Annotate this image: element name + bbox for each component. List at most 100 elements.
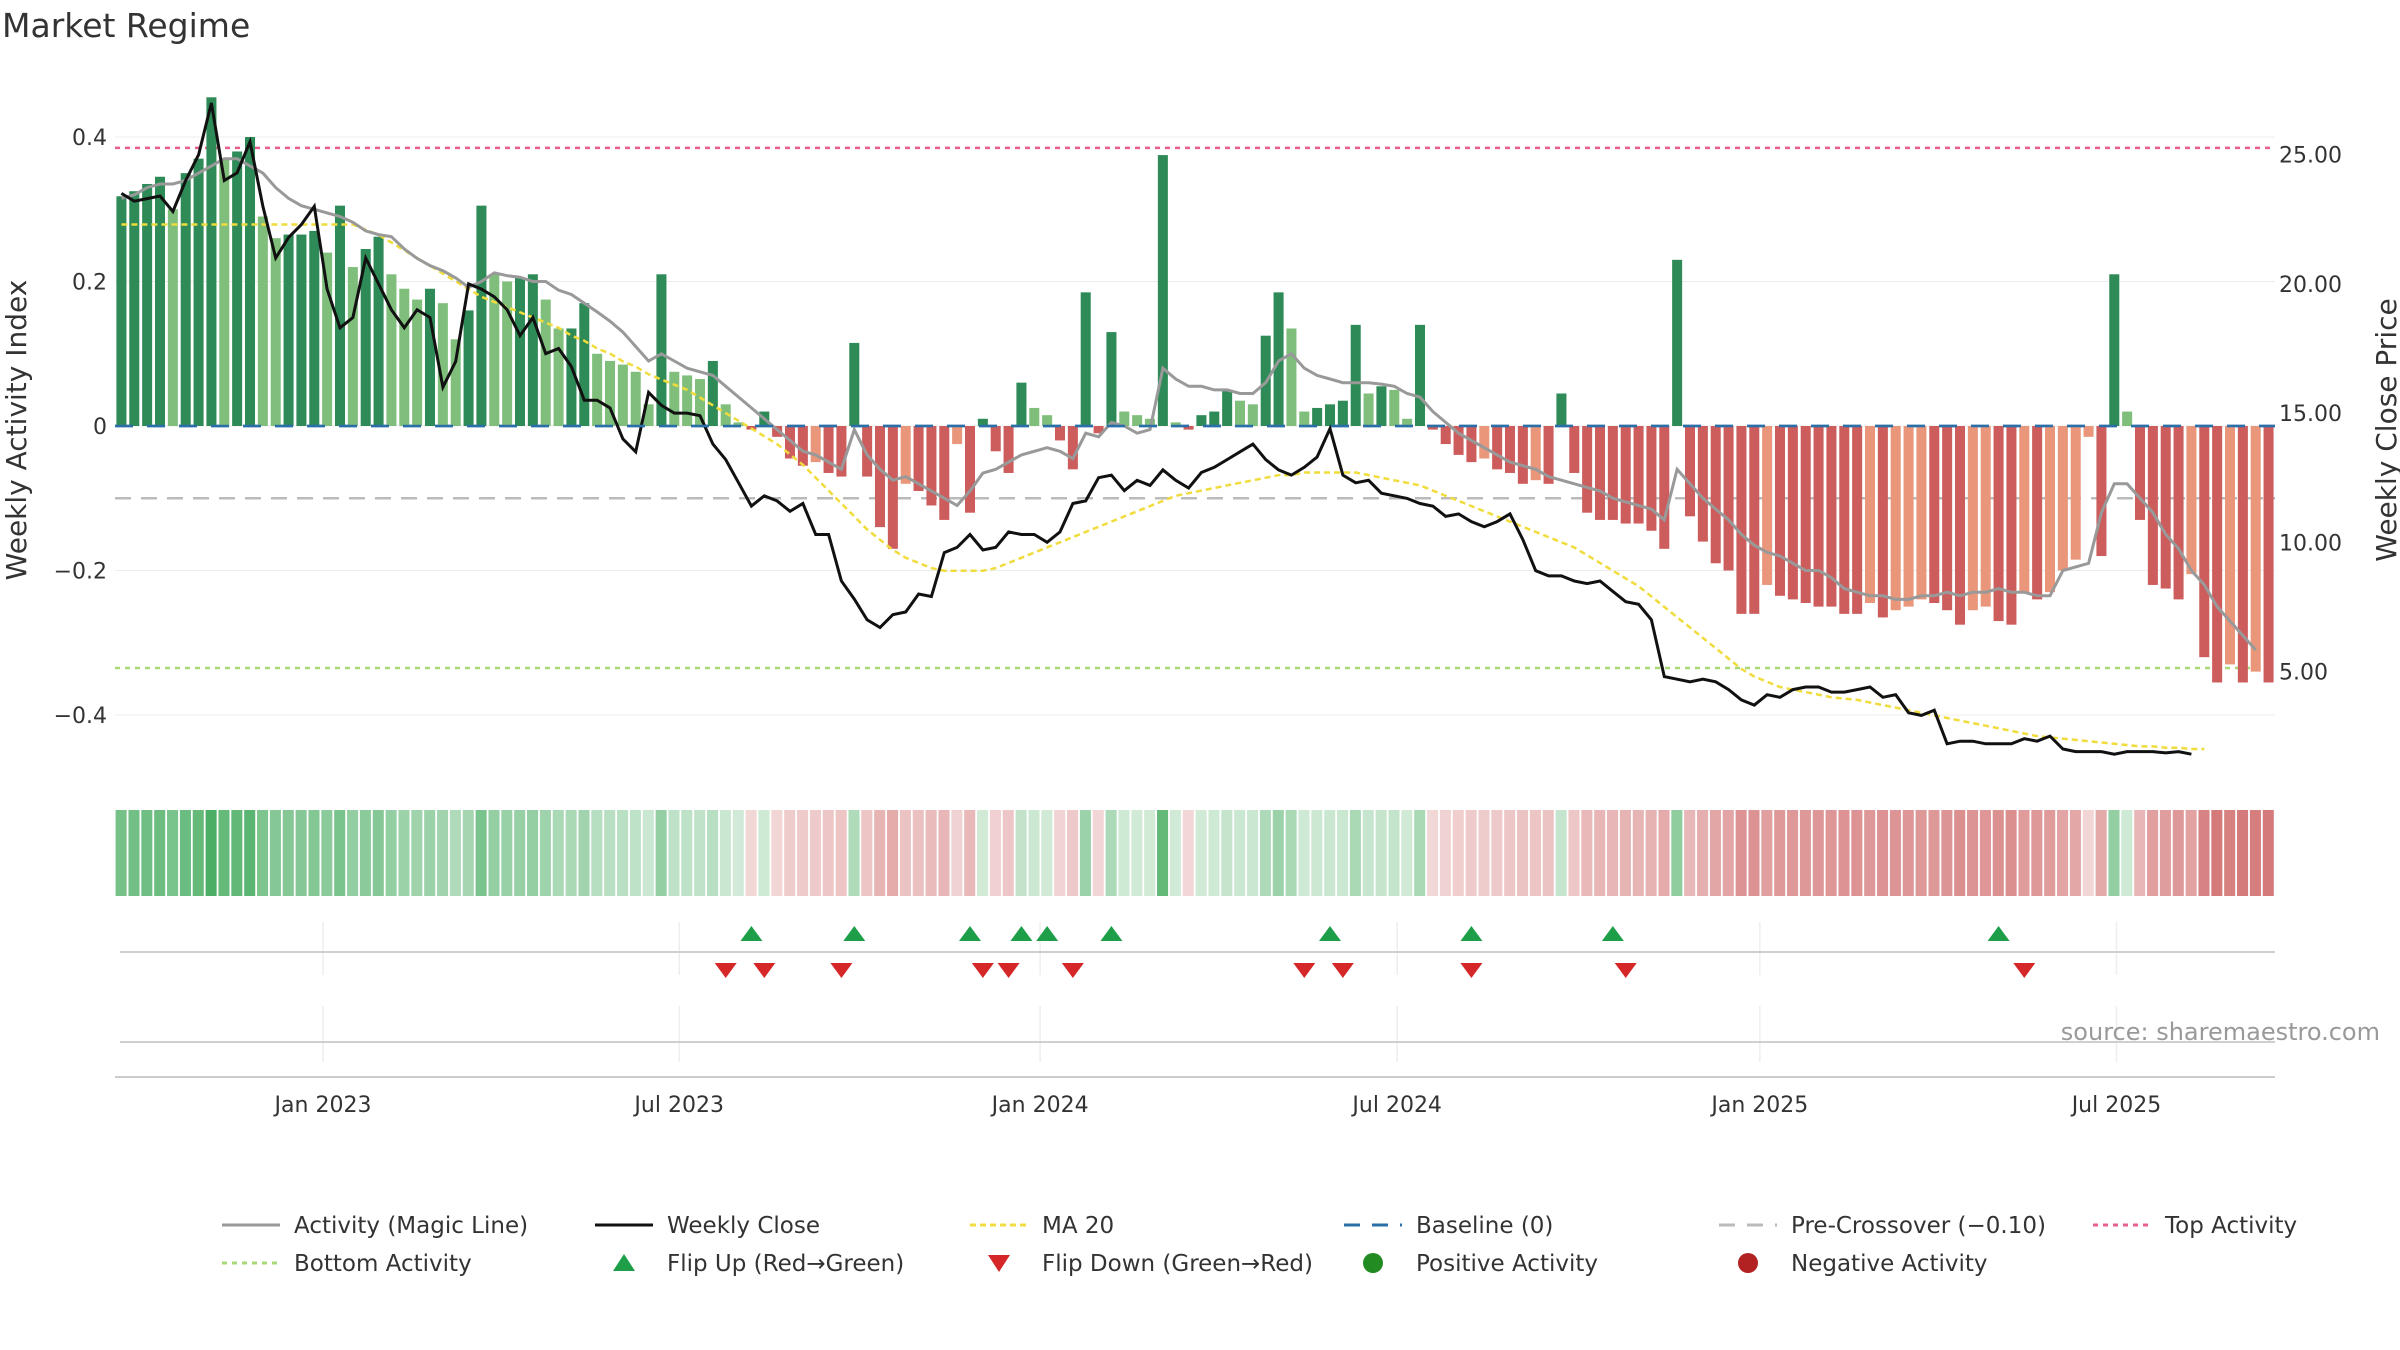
regime-cell (1105, 810, 1117, 896)
regime-cell (694, 810, 706, 896)
legend-swatch (1363, 1253, 1383, 1273)
regime-cell (231, 810, 243, 896)
activity-bar (1054, 426, 1066, 441)
activity-bar (1877, 426, 1888, 618)
flip-down-marker (753, 963, 776, 978)
regime-cell (2172, 810, 2184, 896)
regime-cell (321, 810, 333, 896)
activity-bar (1993, 426, 2004, 622)
regime-cell (1697, 810, 1709, 896)
activity-bar (926, 426, 937, 506)
activity-bar (1299, 411, 1310, 426)
activity-bar (553, 328, 564, 426)
activity-bar (1903, 426, 1914, 607)
regime-cell (115, 810, 127, 896)
regime-cell (1684, 810, 1696, 896)
activity-bar (1402, 418, 1413, 426)
regime-cell (1542, 810, 1554, 896)
activity-bar (450, 339, 461, 426)
activity-bar (2263, 426, 2274, 683)
activity-bar (1093, 426, 1104, 434)
activity-bar (1119, 411, 1130, 426)
regime-cell (732, 810, 744, 896)
regime-cell (449, 810, 461, 896)
regime-cell (398, 810, 410, 896)
regime-cell (552, 810, 564, 896)
regime-cell (1079, 810, 1091, 896)
activity-bar (322, 252, 333, 426)
activity-bar (1852, 426, 1863, 614)
activity-bar (1453, 426, 1464, 455)
activity-bar (527, 274, 538, 426)
regime-cell (501, 810, 513, 896)
flip-up-marker (1987, 926, 2010, 941)
flip-down-marker (830, 963, 853, 978)
activity-bar (1016, 382, 1027, 426)
regime-cell (1414, 810, 1426, 896)
axes: 0.4 0.2 0 −0.2 −0.4 25.00 20.00 15.00 10.00 5.00 J… (54, 126, 2342, 1118)
regime-cell (1182, 810, 1194, 896)
regime-cell (1491, 810, 1503, 896)
activity-bar (1826, 426, 1837, 607)
flip-up-marker (1036, 926, 1059, 941)
regime-cell (2211, 810, 2223, 896)
activity-bar (604, 360, 616, 426)
activity-bar (1916, 426, 1927, 600)
regime-cell (372, 810, 384, 896)
regime-cell (1131, 810, 1143, 896)
legend-label: Flip Up (Red→Green) (667, 1251, 904, 1277)
activity-bar (1286, 328, 1297, 426)
legend-label: Weekly Close (667, 1213, 820, 1239)
regime-cell (308, 810, 320, 896)
activity-bar (154, 176, 166, 426)
activity-bar (1813, 426, 1824, 607)
activity-bar (219, 158, 230, 426)
activity-bar (810, 426, 821, 463)
regime-cell (2237, 810, 2249, 896)
activity-bar (386, 274, 397, 426)
activity-bar (334, 205, 346, 426)
activity-bar (1710, 426, 1721, 564)
legend-label: Top Activity (2164, 1213, 2297, 1239)
activity-bar (1736, 426, 1747, 614)
activity-bar (1234, 400, 1246, 426)
regime-cell (1568, 810, 1580, 896)
activity-bar (2006, 426, 2017, 625)
source-note: source: sharemaestro.com (2061, 1018, 2380, 1046)
regime-cell (1954, 810, 1966, 896)
activity-bar (142, 183, 153, 426)
activity-bar (1183, 426, 1194, 430)
activity-bar (1492, 426, 1503, 470)
activity-bar (990, 426, 1001, 452)
activity-bar (360, 249, 371, 426)
y-left-tick-label: 0 (93, 415, 107, 440)
activity-bar (296, 234, 307, 426)
activity-bar (1157, 155, 1168, 426)
regime-cell (167, 810, 179, 896)
regime-cell (2121, 810, 2133, 896)
regime-cell (977, 810, 989, 896)
regime-cell (809, 810, 821, 896)
regime-cell (1658, 810, 1670, 896)
flip-down-marker (1061, 963, 1084, 978)
activity-bar (643, 404, 654, 426)
regime-cell (989, 810, 1001, 896)
activity-bar (2083, 426, 2094, 437)
regime-cell (205, 810, 217, 896)
activity-bar (167, 209, 178, 426)
activity-bar (579, 303, 590, 426)
activity-bar (836, 426, 847, 477)
activity-bar (424, 288, 436, 426)
activity-bar (1839, 426, 1850, 614)
activity-bar (797, 426, 808, 466)
activity-bar (1196, 415, 1207, 426)
legend-label: Flip Down (Green→Red) (1042, 1251, 1313, 1277)
activity-bar (1427, 426, 1438, 430)
activity-bar (180, 173, 191, 426)
regime-cell (2249, 810, 2261, 896)
activity-bar (1132, 415, 1143, 426)
regime-cell (1735, 810, 1747, 896)
activity-bar (1967, 426, 1978, 611)
activity-bar (617, 364, 628, 426)
